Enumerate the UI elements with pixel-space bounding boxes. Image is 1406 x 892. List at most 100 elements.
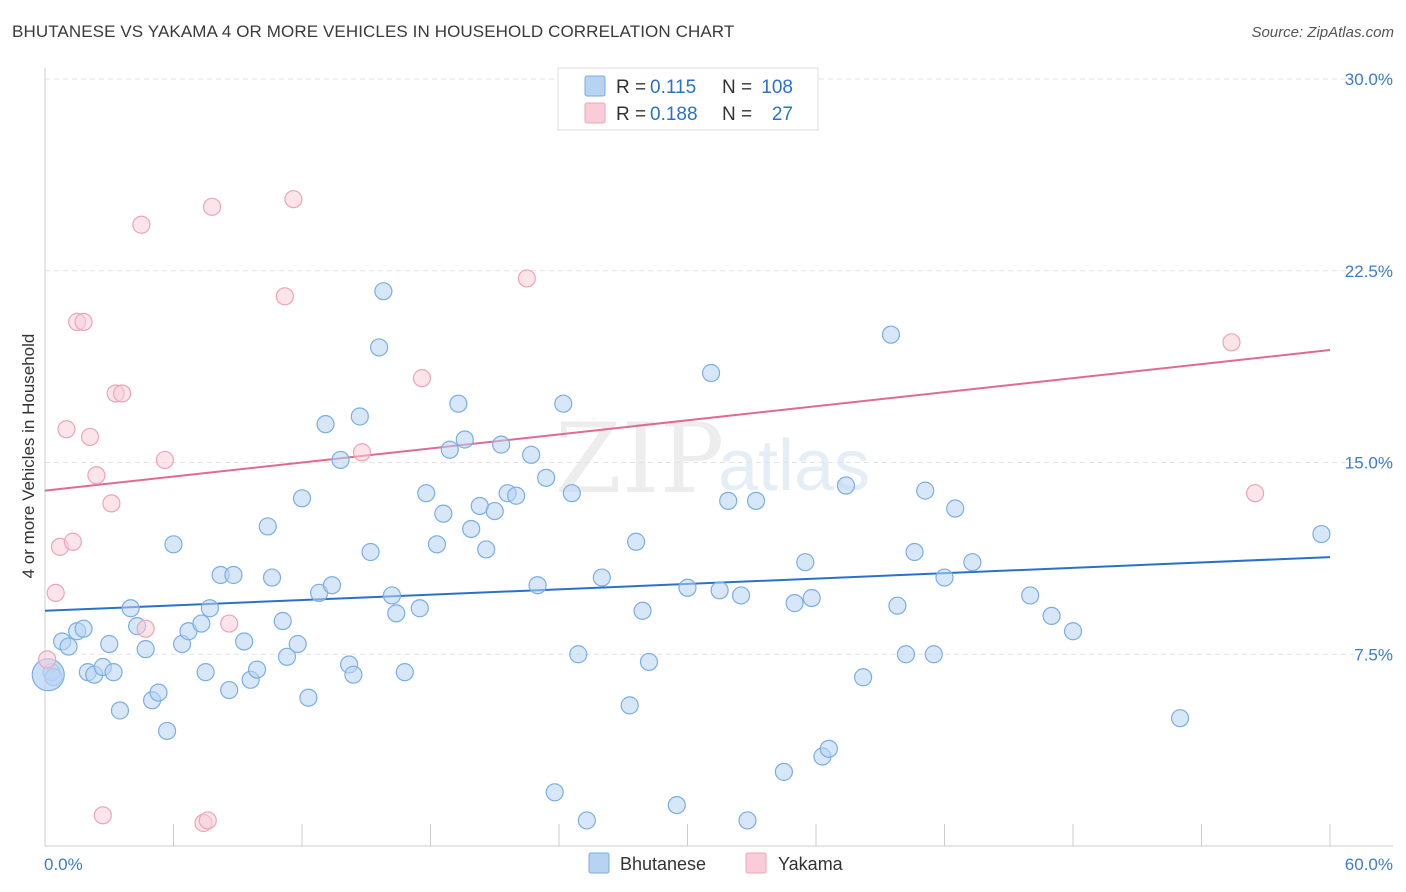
point-yakama	[220, 614, 239, 633]
point-bhutanese	[802, 588, 821, 608]
point-yakama	[63, 532, 82, 551]
point-bhutanese	[196, 663, 215, 682]
grid-lines	[45, 78, 1393, 655]
point-bhutanese	[462, 519, 481, 539]
point-bhutanese	[620, 696, 639, 715]
axes	[44, 68, 1393, 847]
point-bhutanese	[331, 450, 350, 470]
point-yakama	[275, 287, 294, 306]
point-bhutanese	[316, 415, 335, 434]
point-bhutanese	[492, 435, 511, 454]
point-bhutanese	[1042, 606, 1061, 626]
point-bhutanese	[417, 484, 436, 503]
point-yakama	[57, 420, 76, 439]
point-bhutanese	[121, 599, 140, 618]
point-bhutanese	[537, 468, 556, 487]
point-bhutanese	[192, 614, 211, 633]
bottom-legend-swatch-bhutanese	[588, 852, 610, 874]
point-bhutanese	[273, 611, 292, 631]
point-yakama	[412, 369, 432, 388]
point-yakama	[1245, 484, 1265, 503]
point-bhutanese	[554, 394, 573, 413]
point-yakama	[136, 619, 155, 638]
point-yakama	[517, 269, 536, 288]
point-bhutanese	[1312, 524, 1331, 544]
point-bhutanese	[427, 535, 447, 554]
point-bhutanese	[164, 535, 183, 554]
point-yakama	[87, 466, 106, 485]
point-bhutanese	[522, 445, 541, 464]
point-bhutanese	[136, 640, 155, 659]
point-bhutanese	[796, 553, 815, 572]
point-bhutanese	[710, 581, 729, 600]
point-bhutanese	[361, 542, 380, 562]
legend-r-value-yakama: 0.188	[650, 104, 698, 125]
legend-n-value-yakama: 27	[772, 104, 793, 125]
legend-r-label-bhutanese: R =	[616, 77, 646, 98]
point-bhutanese	[485, 501, 504, 521]
point-yakama	[102, 494, 121, 513]
point-bhutanese	[577, 811, 596, 830]
point-yakama	[352, 443, 372, 462]
point-bhutanese	[258, 517, 277, 536]
y-tick-labels: 7.5% 15.0% 22.5% 30.0%	[1345, 70, 1393, 664]
point-bhutanese	[746, 491, 766, 510]
point-bhutanese	[667, 795, 686, 815]
point-yakama	[112, 384, 132, 403]
point-yakama	[284, 190, 303, 209]
point-yakama	[93, 806, 112, 825]
point-bhutanese	[881, 325, 901, 344]
point-bhutanese	[916, 481, 935, 500]
source-label: Source: ZipAtlas.com	[1251, 24, 1394, 41]
legend-box: R = 0.115 N = 108 R = 0.188 N = 27	[557, 67, 819, 131]
point-bhutanese	[410, 599, 429, 618]
point-bhutanese	[288, 634, 307, 654]
legend-r-label-yakama: R =	[616, 104, 646, 125]
point-bhutanese	[220, 680, 239, 700]
point-bhutanese	[719, 491, 738, 510]
point-bhutanese	[905, 542, 924, 562]
point-bhutanese	[507, 486, 526, 505]
point-bhutanese	[562, 484, 581, 503]
point-bhutanese	[592, 568, 611, 587]
x-tick-label-min: 0.0%	[44, 855, 83, 874]
point-bhutanese	[678, 578, 697, 597]
bottom-legend-label-bhutanese: Bhutanese	[620, 854, 706, 874]
point-bhutanese	[1063, 622, 1083, 641]
point-bhutanese	[344, 665, 363, 684]
y-axis-title: 4 or more Vehicles in Household	[19, 334, 38, 579]
legend-r-value-bhutanese: 0.115	[650, 77, 696, 98]
point-yakama	[198, 811, 217, 830]
point-bhutanese	[924, 645, 943, 664]
point-bhutanese	[277, 647, 297, 666]
point-bhutanese	[528, 576, 547, 595]
point-bhutanese	[292, 489, 312, 508]
point-bhutanese	[935, 568, 954, 587]
point-yakama	[46, 583, 65, 602]
bottom-legend-swatch-yakama	[745, 852, 767, 874]
point-bhutanese	[395, 663, 414, 682]
point-bhutanese	[100, 634, 119, 654]
chart-title: BHUTANESE VS YAKAMA 4 OR MORE VEHICLES I…	[12, 22, 735, 41]
point-bhutanese	[946, 499, 965, 518]
point-bhutanese	[449, 394, 468, 413]
point-bhutanese	[738, 811, 757, 830]
point-bhutanese	[854, 668, 873, 687]
point-bhutanese	[157, 721, 177, 741]
point-bhutanese	[440, 440, 459, 459]
point-bhutanese	[374, 282, 393, 301]
watermark-zip: ZIP	[555, 403, 724, 515]
point-bhutanese	[836, 476, 856, 495]
legend-swatch-bhutanese	[584, 75, 606, 97]
y-tick-label-2: 22.5%	[1345, 262, 1393, 281]
point-yakama	[38, 650, 57, 669]
point-bhutanese	[774, 762, 793, 781]
point-bhutanese	[224, 565, 243, 585]
point-bhutanese	[104, 663, 123, 682]
point-bhutanese	[477, 540, 496, 559]
point-yakama	[132, 215, 151, 234]
point-yakama	[202, 197, 222, 216]
point-yakama	[1222, 333, 1241, 352]
point-bhutanese	[247, 660, 267, 679]
